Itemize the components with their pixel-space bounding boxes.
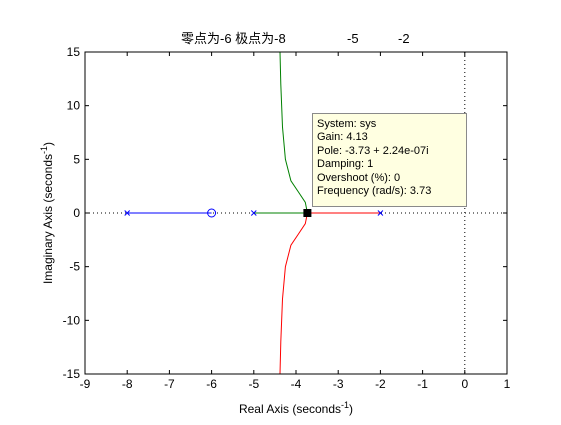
datatip-damping: Damping: 1 [317, 158, 374, 171]
x-tick-label: -2 [375, 377, 386, 391]
x-tick-label: -1 [417, 377, 428, 391]
zero-marker-0 [207, 208, 217, 218]
x-tick-label: 1 [504, 377, 511, 391]
locus-branch-4 [279, 212, 308, 375]
datatip-frequency: Frequency (rad/s): 3.73 [317, 185, 432, 198]
y-tick-label: -10 [63, 313, 81, 327]
pole-cross-b [124, 210, 131, 216]
y-tick-label: -15 [63, 367, 81, 381]
x-tick-label: -6 [206, 377, 217, 391]
x-tick-label: -7 [164, 377, 175, 391]
pole-marker-0 [124, 210, 131, 216]
pole-zero-markers [124, 208, 384, 218]
y-axis-label-text: Imaginary Axis (seconds [41, 154, 55, 284]
chart-title-extra-2: -2 [398, 31, 410, 46]
x-axis-label-text: Real Axis (seconds [239, 402, 341, 416]
pole-marker-1 [250, 210, 257, 216]
y-tick-label: -5 [69, 260, 80, 274]
y-tick-label: 10 [67, 99, 81, 113]
y-axis-label: Imaginary Axis (seconds-1) [39, 142, 55, 284]
axis-dotted-lines [85, 52, 507, 374]
y-axis-label-sup: -1 [39, 146, 49, 154]
datatip-system: System: sys [317, 118, 377, 130]
y-axis-label-close: ) [41, 142, 55, 146]
datatip[interactable]: System: sys Gain: 4.13 Pole: -3.73 + 2.2… [312, 113, 467, 207]
datatip-overshoot: Overshoot (%): 0 [317, 171, 401, 184]
x-tick-label: -5 [248, 377, 259, 391]
pole-cross-b [377, 210, 384, 216]
x-tick-label: -8 [122, 377, 133, 391]
locus-branches [127, 51, 381, 375]
pole-cross-b [250, 210, 257, 216]
datatip-gain: Gain: 4.13 [317, 131, 368, 144]
x-tick-label: -9 [80, 377, 91, 391]
y-tick-label: 5 [73, 152, 80, 166]
selected-point-marker[interactable] [303, 209, 312, 217]
pole-marker-2 [377, 210, 384, 216]
datatip-pole: Pole: -3.73 + 2.24e-07i [317, 144, 429, 157]
y-tick-label: 0 [73, 206, 80, 220]
x-axis-label-close: ) [349, 402, 353, 416]
x-axis-label: Real Axis (seconds-1) [239, 400, 353, 416]
x-tick-label: -4 [291, 377, 302, 391]
chart-title-extra-1: -5 [347, 31, 359, 46]
locus-branch-3 [279, 51, 308, 214]
chart-title: 零点为-6 极点为-8 [181, 31, 286, 46]
x-tick-label: 0 [461, 377, 468, 391]
x-tick-label: -3 [333, 377, 344, 391]
y-tick-label: 15 [67, 45, 81, 59]
x-axis-label-sup: -1 [341, 400, 349, 410]
